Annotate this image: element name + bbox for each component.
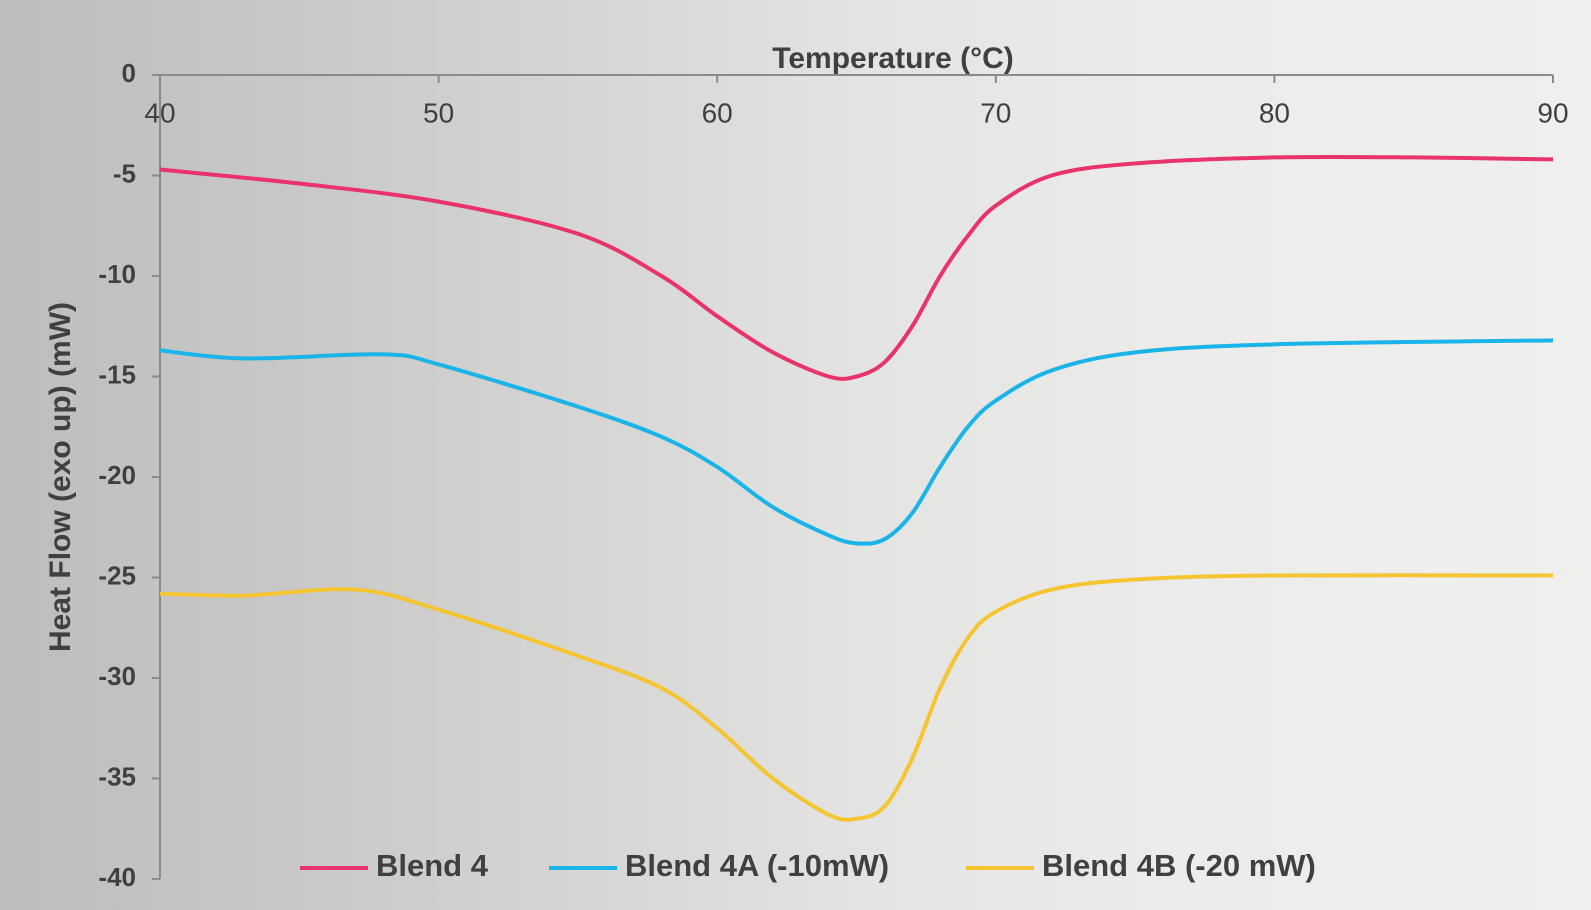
y-tick-label: -35 bbox=[98, 761, 136, 791]
line bbox=[160, 340, 1553, 543]
y-tick-label: -30 bbox=[98, 661, 136, 691]
x-axis-title: Temperature (°C) bbox=[772, 42, 1013, 75]
y-tick-label: -5 bbox=[113, 158, 136, 188]
x-tick-label: 40 bbox=[144, 97, 175, 128]
legend-label: Blend 4B (-20 mW) bbox=[1042, 848, 1316, 883]
y-tick-label: -25 bbox=[98, 560, 136, 590]
y-tick-label: -15 bbox=[98, 359, 136, 389]
page: Temperature (°C) Heat Flow (exo up) (mW)… bbox=[0, 0, 1591, 910]
y-tick-label: -20 bbox=[98, 460, 136, 490]
line bbox=[160, 157, 1553, 379]
x-tick-label: 50 bbox=[423, 97, 454, 128]
line bbox=[160, 575, 1553, 820]
x-tick-label: 90 bbox=[1537, 97, 1568, 128]
x-tick-label: 80 bbox=[1259, 97, 1290, 128]
legend-label: Blend 4A (-10mW) bbox=[625, 848, 889, 883]
legend-label: Blend 4 bbox=[376, 848, 489, 883]
y-tick-label: -10 bbox=[98, 259, 136, 289]
x-tick-label: 70 bbox=[980, 97, 1011, 128]
x-tick-label: 60 bbox=[702, 97, 733, 128]
y-tick-label: -40 bbox=[98, 862, 136, 892]
y-axis-title: Heat Flow (exo up) (mW) bbox=[44, 302, 77, 652]
y-tick-label: 0 bbox=[122, 58, 136, 88]
chart: Temperature (°C) Heat Flow (exo up) (mW)… bbox=[0, 0, 1591, 910]
